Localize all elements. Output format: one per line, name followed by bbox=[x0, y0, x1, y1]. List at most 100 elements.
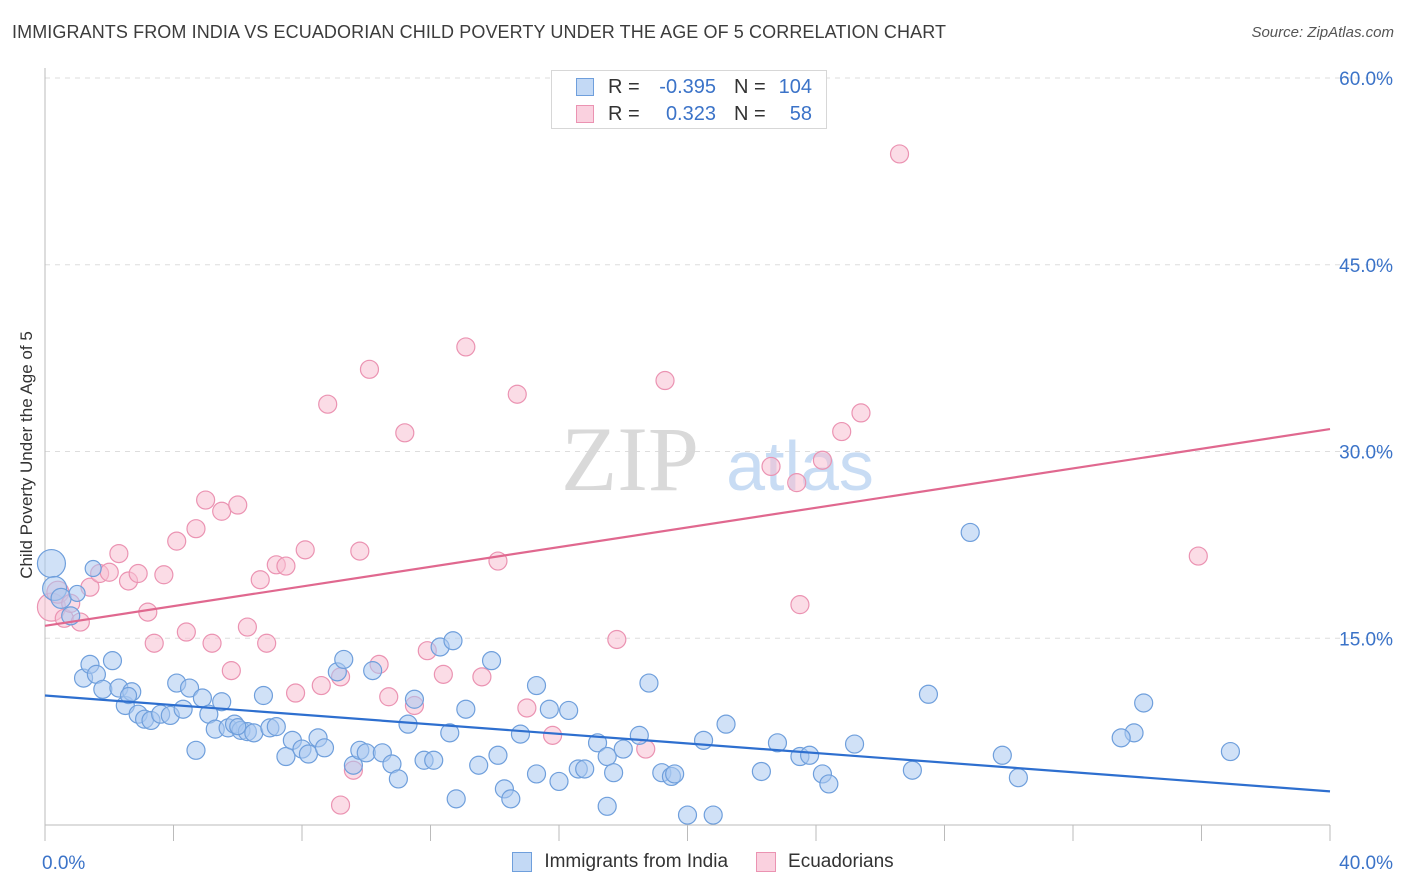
india-point bbox=[102, 651, 123, 671]
ecuador-point bbox=[433, 664, 453, 684]
y-tick-label: 30.0% bbox=[1339, 443, 1393, 464]
ecuador-point bbox=[167, 531, 187, 551]
ecuador-point bbox=[212, 501, 232, 521]
india-point bbox=[469, 755, 489, 775]
india-point bbox=[587, 733, 608, 753]
india-point bbox=[844, 734, 865, 754]
india-point bbox=[36, 548, 67, 579]
india-point bbox=[629, 725, 649, 745]
ecuador-trend-line bbox=[44, 428, 1331, 627]
chart-title: IMMIGRANTS FROM INDIA VS ECUADORIAN CHIL… bbox=[12, 22, 947, 42]
india-point bbox=[388, 769, 408, 789]
ecuador-point bbox=[109, 543, 129, 564]
ecuador-point bbox=[285, 683, 306, 703]
watermark-zip: ZIP bbox=[561, 408, 699, 510]
ecuador-point bbox=[395, 423, 415, 443]
ecuador-point bbox=[507, 384, 527, 404]
legend-item-india: Immigrants from India bbox=[512, 851, 728, 873]
series-legend: Immigrants from India Ecuadorians bbox=[0, 851, 1406, 873]
ecuador-point bbox=[359, 359, 380, 379]
ecuador-point bbox=[186, 519, 206, 539]
india-trend-line bbox=[44, 694, 1331, 793]
india-point bbox=[767, 733, 788, 753]
y-tick-label: 45.0% bbox=[1339, 256, 1393, 277]
india-label: Immigrants from India bbox=[544, 851, 729, 872]
india-point bbox=[266, 717, 286, 737]
india-point bbox=[84, 559, 102, 578]
x-tick-label: 40.0% bbox=[1339, 853, 1393, 874]
grid-lines bbox=[45, 77, 1390, 639]
ecuador-point bbox=[276, 556, 296, 576]
india-point bbox=[1220, 741, 1241, 762]
ecuador-point bbox=[295, 540, 315, 560]
india-point bbox=[68, 584, 86, 603]
india-point bbox=[173, 699, 193, 719]
india-point bbox=[356, 743, 376, 763]
ecuador-swatch bbox=[756, 852, 777, 872]
ecuador-point bbox=[812, 450, 833, 470]
india-swatch bbox=[576, 78, 594, 96]
ecuador-point bbox=[202, 633, 222, 653]
india-point bbox=[597, 746, 617, 767]
india-point bbox=[549, 771, 569, 792]
y-tick-label: 15.0% bbox=[1339, 629, 1393, 650]
india-point bbox=[559, 700, 579, 721]
watermark-atlas: atlas bbox=[726, 427, 874, 505]
india-point bbox=[539, 699, 559, 719]
ecuador-point bbox=[851, 403, 871, 423]
n-value: 58 bbox=[789, 102, 812, 125]
india-point bbox=[575, 759, 595, 779]
india-point bbox=[186, 740, 206, 760]
ecuador-point bbox=[456, 337, 476, 357]
india-point bbox=[481, 651, 502, 671]
ecuador-point bbox=[318, 394, 338, 414]
ecuador-point bbox=[761, 456, 781, 477]
ecuador-point bbox=[472, 667, 492, 687]
india-point bbox=[693, 730, 714, 750]
india-point bbox=[716, 714, 736, 734]
india-points bbox=[36, 522, 1241, 825]
ecuador-swatch bbox=[576, 105, 594, 123]
ecuador-point bbox=[144, 633, 164, 653]
india-point bbox=[212, 692, 232, 712]
ecuador-point bbox=[237, 617, 257, 637]
axis-labels: 15.0% 30.0% 45.0% 60.0% 0.0% 40.0% Child Pover… bbox=[17, 69, 1393, 874]
ecuador-point bbox=[379, 687, 399, 707]
india-point bbox=[665, 764, 685, 784]
ecuador-point bbox=[257, 633, 277, 653]
india-point bbox=[363, 661, 383, 681]
ecuador-point bbox=[787, 473, 807, 493]
legend-row-ecuador: R = 0.323 N = 58 bbox=[576, 102, 812, 126]
india-point bbox=[443, 631, 463, 651]
india-point bbox=[918, 684, 939, 704]
n-label: N = bbox=[734, 75, 766, 98]
india-point bbox=[334, 649, 354, 670]
india-point bbox=[992, 745, 1012, 765]
r-value: -0.395 bbox=[659, 75, 716, 98]
india-point bbox=[456, 699, 476, 719]
ecuador-label: Ecuadorians bbox=[788, 851, 894, 872]
ecuador-point bbox=[1188, 546, 1208, 566]
india-point bbox=[298, 744, 319, 764]
ecuador-point bbox=[350, 541, 370, 561]
legend-item-ecuador: Ecuadorians bbox=[756, 851, 894, 873]
ecuador-point bbox=[221, 661, 241, 681]
india-point bbox=[799, 745, 820, 765]
ecuador-point bbox=[542, 725, 563, 745]
ecuador-point bbox=[311, 675, 331, 696]
ecuador-point bbox=[790, 595, 810, 615]
zipatlas-watermark: ZIP atlas bbox=[561, 408, 874, 510]
ecuador-point bbox=[517, 698, 537, 718]
india-point bbox=[703, 805, 723, 825]
india-point bbox=[488, 745, 508, 765]
india-point bbox=[526, 675, 547, 696]
india-swatch bbox=[512, 852, 533, 872]
ecuador-point bbox=[607, 629, 627, 650]
ecuador-point bbox=[250, 570, 270, 590]
india-point bbox=[613, 739, 633, 759]
india-point bbox=[604, 763, 624, 783]
india-point bbox=[446, 789, 466, 809]
india-point bbox=[677, 805, 698, 825]
x-tick-label: 0.0% bbox=[42, 853, 85, 874]
